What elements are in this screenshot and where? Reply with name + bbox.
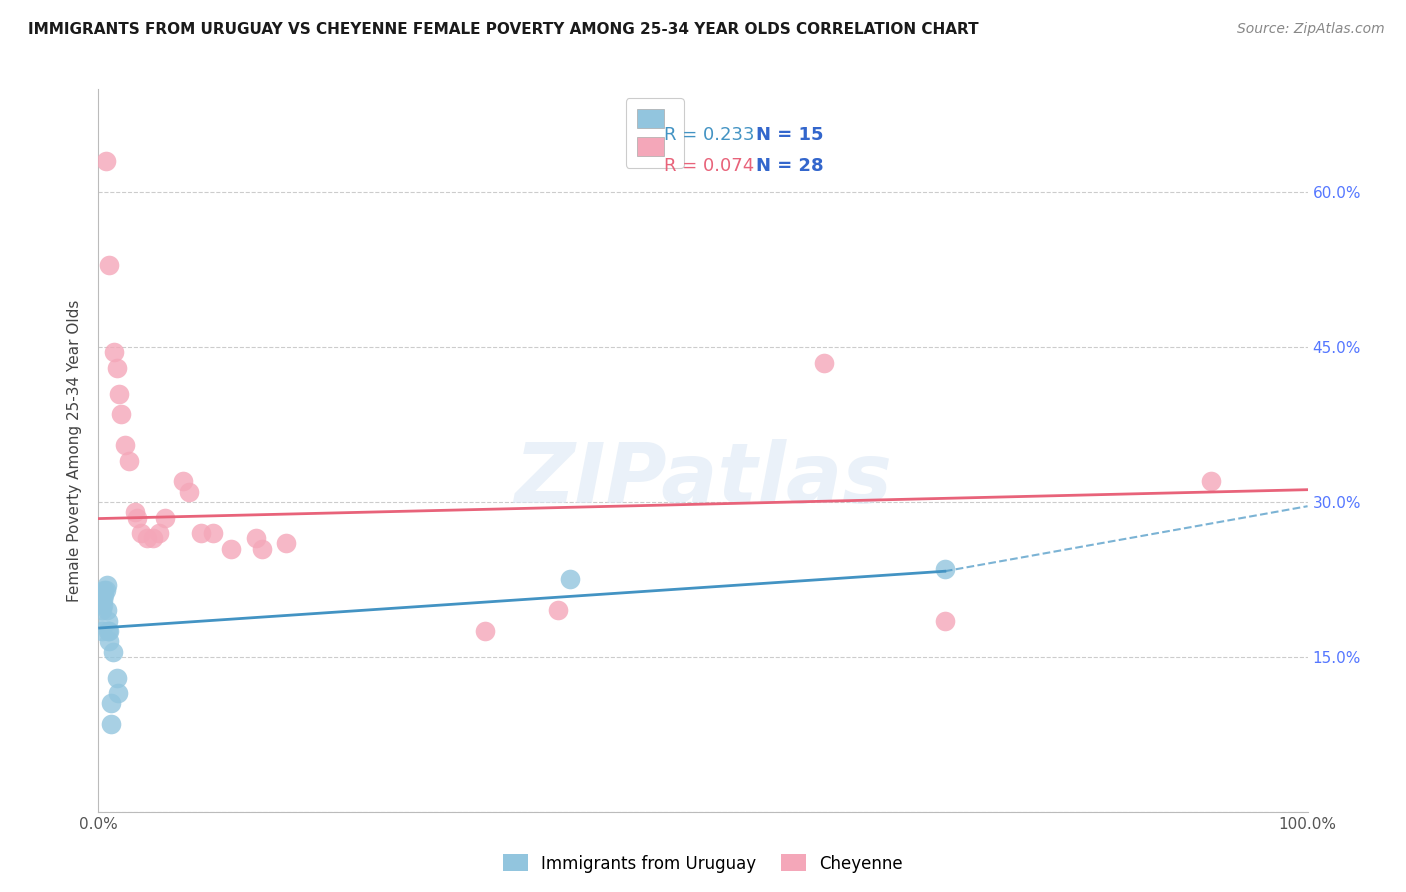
Point [202, 526, 225, 541]
Text: IMMIGRANTS FROM URUGUAY VS CHEYENNE FEMALE POVERTY AMONG 25-34 YEAR OLDS CORRELA: IMMIGRANTS FROM URUGUAY VS CHEYENNE FEMA… [28, 22, 979, 37]
Point [250, 541, 273, 556]
Point [105, 360, 128, 375]
Point [1199, 475, 1222, 489]
Point [100, 696, 122, 710]
Point [107, 686, 129, 700]
Text: R = 0.074: R = 0.074 [664, 157, 755, 175]
Point [274, 536, 297, 550]
Point [94, 582, 117, 597]
Point [547, 603, 569, 617]
Text: N = 28: N = 28 [755, 157, 824, 175]
Text: N = 15: N = 15 [755, 127, 823, 145]
Point [103, 345, 125, 359]
Point [100, 717, 122, 731]
Point [474, 624, 496, 639]
Point [934, 614, 956, 628]
Point [245, 531, 267, 545]
Point [105, 671, 128, 685]
Point [148, 526, 170, 541]
Text: ZIPatlas: ZIPatlas [515, 439, 891, 520]
Point [91, 599, 114, 613]
Point [127, 510, 149, 524]
Point [142, 531, 165, 545]
Point [93, 582, 115, 597]
Point [135, 531, 157, 545]
Point [558, 573, 581, 587]
Point [114, 438, 136, 452]
Point [91, 593, 114, 607]
Point [96, 577, 118, 591]
Point [94, 154, 117, 169]
Point [98, 258, 121, 272]
Point [110, 407, 132, 421]
Point [118, 454, 141, 468]
Point [91, 603, 114, 617]
Legend: , : , [626, 98, 683, 168]
Text: Source: ZipAtlas.com: Source: ZipAtlas.com [1237, 22, 1385, 37]
Point [96, 603, 118, 617]
Legend: Immigrants from Uruguay, Cheyenne: Immigrants from Uruguay, Cheyenne [496, 847, 910, 880]
Point [98, 634, 121, 648]
Point [221, 541, 243, 556]
Point [179, 484, 201, 499]
Point [108, 386, 131, 401]
Point [93, 588, 115, 602]
Text: R = 0.233: R = 0.233 [664, 127, 755, 145]
Y-axis label: Female Poverty Among 25-34 Year Olds: Female Poverty Among 25-34 Year Olds [67, 300, 83, 601]
Point [190, 526, 212, 541]
Point [97, 614, 120, 628]
Point [98, 624, 121, 639]
Point [101, 645, 124, 659]
Point [813, 356, 835, 370]
Point [124, 505, 146, 519]
Point [97, 624, 120, 639]
Point [153, 510, 176, 524]
Point [129, 526, 152, 541]
Point [934, 562, 956, 576]
Point [91, 624, 114, 639]
Point [172, 475, 194, 489]
